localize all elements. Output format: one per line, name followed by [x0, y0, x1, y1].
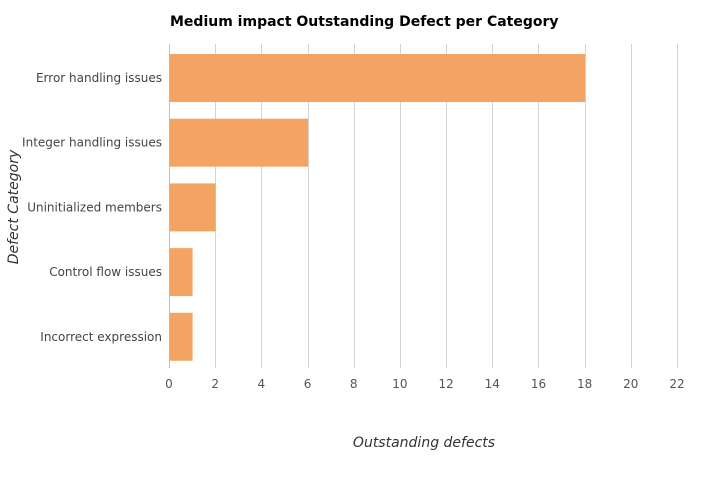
x-tick-label: 22	[669, 377, 684, 391]
category-label: Error handling issues	[36, 71, 162, 85]
x-tick-label: 12	[438, 377, 453, 391]
category-labels: Error handling issues Integer handling is…	[22, 71, 162, 344]
bar[interactable]	[169, 118, 309, 167]
y-axis-title: Defect Category	[6, 149, 22, 264]
bar[interactable]	[169, 312, 193, 361]
bar[interactable]	[169, 183, 216, 232]
x-tick-label: 18	[577, 377, 592, 391]
x-tick-label: 8	[350, 377, 358, 391]
x-tick-labels: 0 2 4 6 8 10 12 14 16 18 20 22	[165, 377, 684, 391]
bar[interactable]	[169, 248, 193, 297]
bars	[169, 54, 586, 361]
x-tick-label: 14	[485, 377, 500, 391]
chart-title: Medium impact Outstanding Defect per Cat…	[170, 14, 559, 30]
category-label: Control flow issues	[49, 265, 162, 279]
x-axis-title: Outstanding defects	[353, 435, 495, 451]
category-label: Uninitialized members	[27, 200, 162, 214]
x-tick-label: 20	[623, 377, 638, 391]
x-tick-label: 10	[392, 377, 407, 391]
x-tick-label: 4	[258, 377, 266, 391]
bar[interactable]	[169, 54, 586, 102]
x-tick-label: 2	[211, 377, 219, 391]
category-label: Incorrect expression	[40, 330, 162, 344]
category-label: Integer handling issues	[22, 136, 162, 150]
x-tick-label: 16	[531, 377, 546, 391]
x-tick-label: 6	[304, 377, 312, 391]
x-tick-label: 0	[165, 377, 173, 391]
